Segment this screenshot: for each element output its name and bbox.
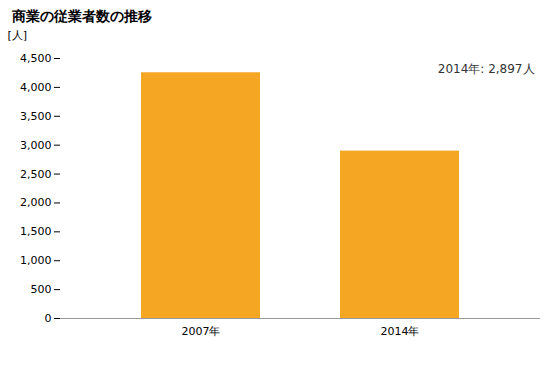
html-text:商業の従業者数の推移: 商業の従業者数の推移 xyxy=(12,8,152,24)
svg-text:3,000: 3,000 xyxy=(20,139,52,152)
svg-text:4,000: 4,000 xyxy=(20,81,52,94)
svg-text:[人]: [人] xyxy=(8,29,28,42)
svg-text:1,500: 1,500 xyxy=(20,225,52,238)
svg-text:3,500: 3,500 xyxy=(20,110,52,123)
svg-text:500: 500 xyxy=(31,283,52,296)
svg-text:2,500: 2,500 xyxy=(20,168,52,181)
svg-text:2014年: 2014年 xyxy=(381,325,420,338)
svg-text:0: 0 xyxy=(45,312,52,325)
svg-text:2014年: 2,897人: 2014年: 2,897人 xyxy=(438,62,535,76)
svg-text:2,000: 2,000 xyxy=(20,196,52,209)
svg-text:1,000: 1,000 xyxy=(20,254,52,267)
svg-text:2007年: 2007年 xyxy=(182,325,221,338)
svg-text:4,500: 4,500 xyxy=(20,52,52,65)
